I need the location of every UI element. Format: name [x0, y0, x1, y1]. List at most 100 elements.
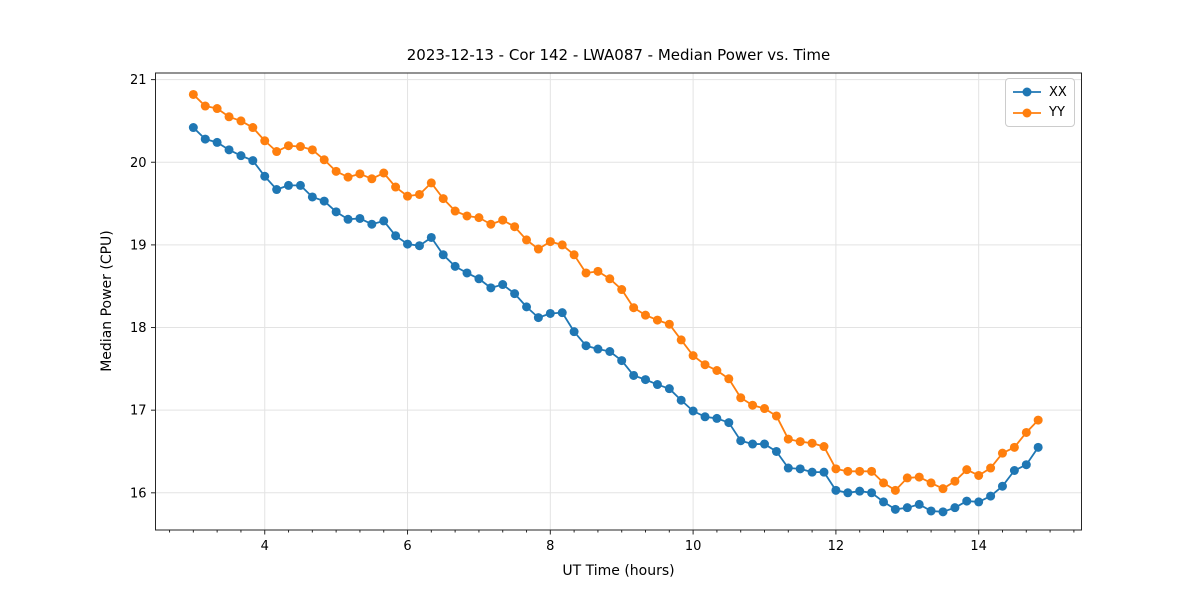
data-point — [1009, 442, 1019, 452]
y-tick-label: 20 — [130, 156, 147, 171]
data-point — [593, 344, 603, 354]
data-point — [688, 406, 698, 416]
x-tick-label: 6 — [403, 539, 411, 554]
data-point — [498, 215, 508, 225]
data-point — [450, 206, 460, 216]
data-point — [676, 395, 686, 405]
data-point — [260, 136, 270, 146]
data-point — [843, 488, 853, 498]
data-point — [617, 356, 627, 366]
data-point — [700, 360, 710, 370]
data-point — [426, 232, 436, 242]
data-point — [343, 214, 353, 224]
data-point — [962, 496, 972, 506]
data-point — [486, 283, 496, 293]
y-tick-label: 16 — [130, 486, 147, 501]
data-point — [260, 171, 270, 181]
legend-item-yy: YY — [1012, 104, 1068, 122]
data-point — [533, 244, 543, 254]
data-point — [748, 439, 758, 449]
chart-title: 2023-12-13 - Cor 142 - LWA087 - Median P… — [406, 46, 831, 64]
data-point — [700, 412, 710, 422]
x-tick-label: 8 — [546, 539, 554, 554]
data-point — [486, 219, 496, 229]
data-point — [855, 486, 865, 496]
x-tick-label: 4 — [261, 539, 269, 554]
legend-item-xx: XX — [1012, 83, 1068, 101]
data-point — [938, 484, 948, 494]
major-ticks — [151, 79, 980, 535]
legend: XX YY — [1005, 78, 1075, 127]
data-point — [236, 116, 246, 126]
x-tick-label: 14 — [970, 539, 987, 554]
legend-label-xx: XX — [1049, 84, 1067, 100]
data-point — [771, 446, 781, 456]
data-point — [1033, 442, 1043, 452]
y-tick-label: 18 — [130, 321, 147, 336]
data-point — [629, 370, 639, 380]
data-point — [224, 112, 234, 122]
data-point — [760, 439, 770, 449]
data-point — [200, 134, 210, 144]
data-point — [236, 151, 246, 161]
data-point — [997, 481, 1007, 491]
data-point — [272, 147, 282, 157]
data-point — [748, 400, 758, 410]
data-point — [1009, 465, 1019, 475]
y-tick-label: 21 — [130, 73, 147, 88]
data-point — [617, 285, 627, 295]
data-point — [355, 169, 365, 179]
data-point — [462, 268, 472, 278]
data-point — [462, 211, 472, 221]
data-point — [379, 216, 389, 226]
data-point — [926, 506, 936, 516]
data-point — [890, 485, 900, 495]
data-point — [569, 250, 579, 260]
data-point — [640, 310, 650, 320]
data-point — [760, 404, 770, 414]
data-point — [807, 467, 817, 477]
data-point — [986, 463, 996, 473]
data-point — [533, 313, 543, 323]
data-point — [902, 473, 912, 483]
data-point — [974, 497, 984, 507]
data-point — [997, 448, 1007, 458]
data-point — [414, 189, 424, 199]
data-point — [367, 219, 377, 229]
data-point — [510, 289, 520, 299]
data-point — [974, 470, 984, 480]
data-point — [819, 442, 829, 452]
data-point — [414, 241, 424, 251]
data-point — [986, 491, 996, 501]
data-point — [605, 274, 615, 284]
data-point — [605, 346, 615, 356]
data-point — [403, 239, 413, 249]
data-point — [212, 104, 222, 114]
data-point — [522, 302, 532, 312]
gridlines — [155, 73, 1082, 530]
data-point — [307, 192, 317, 202]
tick-labels: 4 6 8 10 12 14 16 17 18 19 20 21 — [130, 73, 987, 554]
data-point — [724, 418, 734, 428]
data-point — [843, 466, 853, 476]
x-axis-label: UT Time (hours) — [562, 563, 675, 579]
series-yy — [188, 89, 1043, 495]
data-point — [736, 393, 746, 403]
data-point — [688, 351, 698, 361]
data-point — [355, 213, 365, 223]
data-point — [1021, 427, 1031, 437]
data-point — [640, 375, 650, 385]
data-point — [664, 319, 674, 329]
x-tick-label: 10 — [685, 539, 702, 554]
data-point — [771, 411, 781, 421]
data-point — [902, 503, 912, 513]
data-point — [319, 155, 329, 165]
data-point — [950, 503, 960, 513]
data-point — [557, 240, 567, 250]
data-point — [545, 308, 555, 318]
data-point — [914, 472, 924, 482]
data-point — [879, 478, 889, 488]
data-point — [438, 194, 448, 204]
data-point — [783, 463, 793, 473]
